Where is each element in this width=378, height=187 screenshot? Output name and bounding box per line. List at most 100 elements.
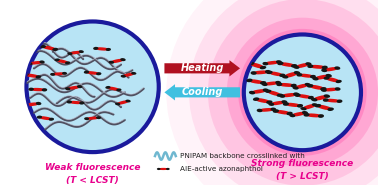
Ellipse shape bbox=[260, 66, 266, 69]
Ellipse shape bbox=[336, 80, 342, 83]
Ellipse shape bbox=[67, 86, 81, 90]
Ellipse shape bbox=[54, 58, 60, 61]
Ellipse shape bbox=[335, 87, 341, 91]
Ellipse shape bbox=[318, 114, 324, 118]
Ellipse shape bbox=[56, 59, 69, 63]
Ellipse shape bbox=[323, 67, 339, 71]
Ellipse shape bbox=[270, 108, 276, 111]
Ellipse shape bbox=[105, 48, 111, 51]
Ellipse shape bbox=[42, 46, 56, 50]
Ellipse shape bbox=[42, 88, 47, 91]
Text: Heating: Heating bbox=[181, 63, 224, 73]
Ellipse shape bbox=[293, 66, 299, 69]
Ellipse shape bbox=[311, 98, 318, 101]
Ellipse shape bbox=[305, 62, 311, 65]
Ellipse shape bbox=[116, 88, 121, 91]
Ellipse shape bbox=[65, 61, 70, 64]
Ellipse shape bbox=[277, 62, 284, 65]
Ellipse shape bbox=[263, 82, 279, 85]
Text: PNIPAM backbone crosslinked with: PNIPAM backbone crosslinked with bbox=[180, 153, 304, 159]
Ellipse shape bbox=[65, 87, 70, 90]
Ellipse shape bbox=[166, 0, 378, 187]
Ellipse shape bbox=[77, 85, 82, 88]
Ellipse shape bbox=[281, 100, 287, 104]
Ellipse shape bbox=[291, 64, 297, 68]
Ellipse shape bbox=[249, 63, 265, 68]
Ellipse shape bbox=[302, 111, 308, 114]
Ellipse shape bbox=[27, 62, 33, 65]
Text: AIE-active azonaphthol: AIE-active azonaphthol bbox=[180, 166, 262, 172]
Ellipse shape bbox=[107, 87, 120, 91]
Ellipse shape bbox=[282, 75, 288, 79]
Ellipse shape bbox=[257, 109, 263, 112]
Ellipse shape bbox=[25, 102, 40, 106]
Ellipse shape bbox=[322, 88, 339, 91]
Ellipse shape bbox=[274, 110, 291, 114]
Ellipse shape bbox=[157, 168, 161, 170]
Ellipse shape bbox=[293, 86, 299, 90]
Ellipse shape bbox=[265, 90, 271, 93]
Ellipse shape bbox=[39, 60, 45, 64]
Ellipse shape bbox=[325, 74, 332, 77]
Ellipse shape bbox=[131, 72, 136, 75]
Ellipse shape bbox=[67, 52, 73, 55]
Ellipse shape bbox=[84, 117, 89, 120]
Ellipse shape bbox=[279, 74, 285, 77]
Ellipse shape bbox=[120, 58, 126, 61]
Ellipse shape bbox=[296, 73, 302, 76]
Ellipse shape bbox=[252, 70, 270, 74]
Text: (T > LCST): (T > LCST) bbox=[276, 172, 329, 181]
Ellipse shape bbox=[291, 112, 306, 117]
Ellipse shape bbox=[23, 73, 29, 76]
Ellipse shape bbox=[298, 74, 314, 78]
Ellipse shape bbox=[305, 114, 322, 117]
Ellipse shape bbox=[265, 70, 271, 74]
Ellipse shape bbox=[324, 94, 330, 98]
Ellipse shape bbox=[121, 75, 126, 78]
Ellipse shape bbox=[268, 71, 284, 76]
Ellipse shape bbox=[116, 100, 129, 105]
Ellipse shape bbox=[67, 100, 72, 104]
Ellipse shape bbox=[293, 92, 299, 96]
Ellipse shape bbox=[327, 108, 334, 111]
Ellipse shape bbox=[305, 83, 311, 86]
Ellipse shape bbox=[255, 98, 271, 103]
Ellipse shape bbox=[260, 81, 266, 85]
Ellipse shape bbox=[307, 84, 313, 88]
Ellipse shape bbox=[321, 69, 327, 72]
Ellipse shape bbox=[37, 116, 42, 119]
Ellipse shape bbox=[324, 76, 330, 80]
Text: Strong fluorescence: Strong fluorescence bbox=[251, 160, 353, 168]
Ellipse shape bbox=[108, 61, 114, 64]
Text: Weak fluorescence: Weak fluorescence bbox=[45, 163, 140, 172]
Ellipse shape bbox=[322, 66, 328, 69]
Ellipse shape bbox=[336, 99, 342, 103]
Ellipse shape bbox=[315, 104, 321, 108]
Ellipse shape bbox=[276, 60, 282, 64]
Ellipse shape bbox=[275, 81, 281, 84]
Ellipse shape bbox=[279, 62, 296, 67]
Ellipse shape bbox=[262, 62, 268, 65]
Ellipse shape bbox=[267, 91, 281, 96]
Ellipse shape bbox=[251, 71, 257, 75]
Ellipse shape bbox=[296, 94, 312, 99]
Ellipse shape bbox=[40, 45, 46, 48]
Ellipse shape bbox=[266, 100, 273, 104]
Ellipse shape bbox=[85, 117, 100, 120]
Ellipse shape bbox=[36, 75, 41, 79]
Ellipse shape bbox=[115, 102, 120, 105]
Ellipse shape bbox=[158, 168, 169, 170]
Ellipse shape bbox=[312, 77, 319, 80]
Ellipse shape bbox=[287, 112, 293, 115]
FancyArrow shape bbox=[164, 60, 240, 76]
Ellipse shape bbox=[258, 108, 275, 112]
Ellipse shape bbox=[281, 93, 297, 97]
Ellipse shape bbox=[304, 113, 310, 117]
Ellipse shape bbox=[23, 104, 28, 107]
Ellipse shape bbox=[276, 82, 282, 86]
Ellipse shape bbox=[249, 91, 255, 94]
Ellipse shape bbox=[294, 71, 301, 74]
Ellipse shape bbox=[38, 116, 53, 120]
Ellipse shape bbox=[277, 94, 283, 97]
Ellipse shape bbox=[79, 102, 85, 105]
